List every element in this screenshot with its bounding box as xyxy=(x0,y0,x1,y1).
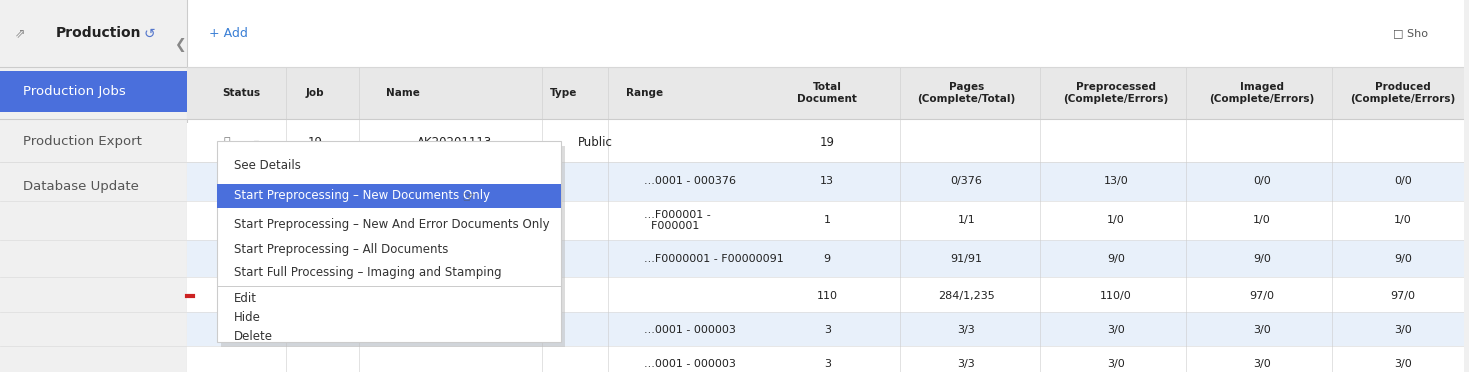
Text: Public: Public xyxy=(579,136,613,149)
Text: 1: 1 xyxy=(824,215,831,225)
Text: + Add: + Add xyxy=(210,27,248,40)
Text: 3/0: 3/0 xyxy=(1394,325,1412,335)
Text: Start Full Processing – Imaging and Stamping: Start Full Processing – Imaging and Stam… xyxy=(234,266,502,279)
Text: 3/0: 3/0 xyxy=(1106,359,1125,369)
Text: Production Jobs: Production Jobs xyxy=(24,85,126,97)
Text: ...F000001 -
  F000001: ...F000001 - F000001 xyxy=(645,209,711,231)
Text: 3/0: 3/0 xyxy=(1253,359,1271,369)
Text: 9/0: 9/0 xyxy=(1106,254,1125,264)
Text: 1/1: 1/1 xyxy=(958,215,975,225)
Text: □ Sho: □ Sho xyxy=(1393,29,1428,38)
Text: Total
Document: Total Document xyxy=(798,82,858,104)
Text: 9/0: 9/0 xyxy=(1394,254,1412,264)
FancyBboxPatch shape xyxy=(188,240,1465,279)
Text: Name: Name xyxy=(386,88,420,98)
FancyBboxPatch shape xyxy=(0,0,188,372)
Text: 3: 3 xyxy=(824,359,831,369)
Text: Production: Production xyxy=(56,26,141,41)
FancyBboxPatch shape xyxy=(188,162,1465,201)
Text: ☞: ☞ xyxy=(461,190,474,205)
Text: 3/0: 3/0 xyxy=(1253,325,1271,335)
Text: 3/3: 3/3 xyxy=(958,325,975,335)
Text: Delete: Delete xyxy=(234,330,273,343)
FancyBboxPatch shape xyxy=(188,0,1465,372)
Text: Status: Status xyxy=(222,88,260,98)
Text: 19: 19 xyxy=(820,136,834,149)
Text: Produced
(Complete/Errors): Produced (Complete/Errors) xyxy=(1350,82,1456,104)
Text: ...0001 - 000003: ...0001 - 000003 xyxy=(645,359,736,369)
Text: Preprocessed
(Complete/Errors): Preprocessed (Complete/Errors) xyxy=(1064,82,1168,104)
FancyBboxPatch shape xyxy=(188,67,1465,119)
Text: 19: 19 xyxy=(307,136,322,149)
Text: 9/0: 9/0 xyxy=(1253,254,1271,264)
Text: Start Preprocessing – New And Error Documents Only: Start Preprocessing – New And Error Docu… xyxy=(234,218,549,231)
Text: 0/376: 0/376 xyxy=(950,176,983,186)
Text: Type: Type xyxy=(549,88,577,98)
Text: ...0001 - 000376: ...0001 - 000376 xyxy=(645,176,736,186)
Text: 97/0: 97/0 xyxy=(1250,291,1275,301)
Text: 9: 9 xyxy=(824,254,831,264)
Text: ▾: ▾ xyxy=(254,138,259,147)
FancyBboxPatch shape xyxy=(0,71,188,112)
Text: Imaged
(Complete/Errors): Imaged (Complete/Errors) xyxy=(1209,82,1315,104)
FancyBboxPatch shape xyxy=(222,146,566,347)
Text: 🗋: 🗋 xyxy=(223,138,231,147)
Text: 110: 110 xyxy=(817,291,837,301)
FancyBboxPatch shape xyxy=(188,201,1465,240)
Text: ...F0000001 - F00000091: ...F0000001 - F00000091 xyxy=(645,254,784,264)
Text: 3/0: 3/0 xyxy=(1106,325,1125,335)
Text: Production Export: Production Export xyxy=(24,135,142,148)
Text: 1/0: 1/0 xyxy=(1106,215,1125,225)
Text: Database Update: Database Update xyxy=(24,180,140,192)
Text: See Details: See Details xyxy=(234,159,301,172)
Text: 13: 13 xyxy=(820,176,834,186)
Text: 0/0: 0/0 xyxy=(1394,176,1412,186)
Text: 110/0: 110/0 xyxy=(1100,291,1131,301)
Text: 1/0: 1/0 xyxy=(1394,215,1412,225)
Text: 3/3: 3/3 xyxy=(958,359,975,369)
Text: AK20201113: AK20201113 xyxy=(417,136,492,149)
FancyBboxPatch shape xyxy=(188,277,1465,314)
Text: Start Preprocessing – All Documents: Start Preprocessing – All Documents xyxy=(234,243,448,256)
Text: 3/0: 3/0 xyxy=(1394,359,1412,369)
Text: 91/91: 91/91 xyxy=(950,254,983,264)
Text: 0/0: 0/0 xyxy=(1253,176,1271,186)
FancyBboxPatch shape xyxy=(188,346,1465,372)
Text: Edit: Edit xyxy=(234,292,257,305)
Text: 13/0: 13/0 xyxy=(1103,176,1128,186)
Text: ❮: ❮ xyxy=(175,38,187,52)
FancyBboxPatch shape xyxy=(188,123,1465,162)
Text: ⇗: ⇗ xyxy=(15,27,25,40)
Text: Job: Job xyxy=(306,88,325,98)
Text: Range: Range xyxy=(626,88,663,98)
Text: 3: 3 xyxy=(824,325,831,335)
FancyBboxPatch shape xyxy=(217,141,561,342)
Text: ...0001 - 000003: ...0001 - 000003 xyxy=(645,325,736,335)
FancyBboxPatch shape xyxy=(188,312,1465,348)
FancyBboxPatch shape xyxy=(217,183,561,208)
Text: Start Preprocessing – New Documents Only: Start Preprocessing – New Documents Only xyxy=(234,189,491,202)
Text: 284/1,235: 284/1,235 xyxy=(939,291,995,301)
Text: Pages
(Complete/Total): Pages (Complete/Total) xyxy=(917,82,1015,104)
Text: 1/0: 1/0 xyxy=(1253,215,1271,225)
Text: Hide: Hide xyxy=(234,311,261,324)
Text: ↺: ↺ xyxy=(144,26,156,41)
Text: 97/0: 97/0 xyxy=(1390,291,1415,301)
